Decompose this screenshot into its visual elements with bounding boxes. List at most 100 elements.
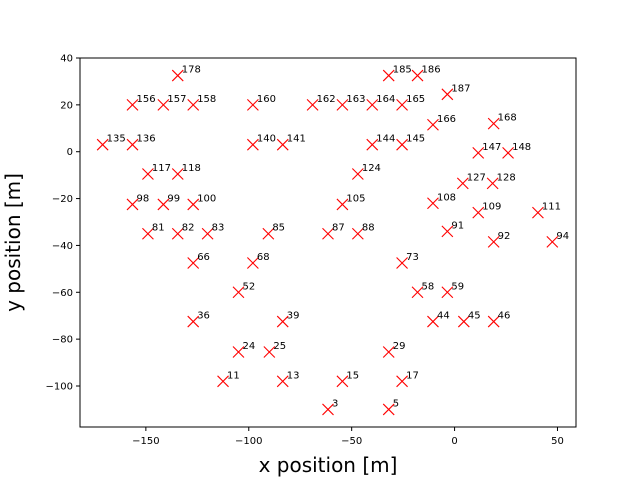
x-marker-stroke xyxy=(246,98,259,111)
x-marker-stroke xyxy=(472,206,485,219)
x-marker-stroke xyxy=(232,286,245,299)
point-label: 68 xyxy=(257,252,270,263)
x-marker-stroke xyxy=(441,225,454,238)
data-point: 166 xyxy=(427,114,456,131)
x-marker-stroke xyxy=(411,69,424,82)
data-point: 164 xyxy=(366,94,395,111)
point-label: 147 xyxy=(482,142,501,153)
data-point: 87 xyxy=(322,223,345,240)
point-label: 87 xyxy=(332,223,345,234)
data-point: 165 xyxy=(396,94,425,111)
x-marker-stroke xyxy=(322,403,334,416)
point-label: 58 xyxy=(422,281,435,292)
x-marker-stroke xyxy=(306,98,319,111)
x-marker-stroke xyxy=(276,315,289,328)
x-marker-stroke xyxy=(187,315,200,328)
data-point: 163 xyxy=(336,94,366,111)
x-marker-stroke xyxy=(232,346,245,358)
x-marker-stroke xyxy=(487,315,500,328)
data-point: 73 xyxy=(396,252,419,269)
x-marker-stroke xyxy=(457,315,470,328)
point-label: 127 xyxy=(467,172,486,183)
x-marker-stroke xyxy=(396,257,408,269)
point-label: 145 xyxy=(406,134,425,145)
data-point: 29 xyxy=(382,341,406,358)
x-marker-stroke xyxy=(382,69,395,82)
point-label: 83 xyxy=(212,223,225,234)
x-marker-stroke xyxy=(351,168,364,180)
x-axis-title: x position [m] xyxy=(259,453,398,477)
x-marker-stroke xyxy=(351,227,364,240)
data-point: 160 xyxy=(246,94,276,111)
x-marker-stroke xyxy=(502,146,514,159)
x-marker-stroke xyxy=(187,257,200,269)
point-label: 45 xyxy=(468,311,481,322)
point-label: 166 xyxy=(437,114,456,125)
point-label: 25 xyxy=(273,341,286,352)
data-point: 168 xyxy=(487,113,517,130)
data-point: 140 xyxy=(246,134,276,151)
data-point: 156 xyxy=(126,94,156,111)
point-label: 3 xyxy=(332,398,338,409)
data-point: 3 xyxy=(322,398,338,416)
x-marker-stroke xyxy=(456,177,469,190)
data-point: 162 xyxy=(306,94,336,111)
point-label: 29 xyxy=(393,341,406,352)
x-marker-stroke xyxy=(366,98,379,111)
x-marker-stroke xyxy=(336,98,349,111)
data-point: 186 xyxy=(411,65,441,82)
point-label: 111 xyxy=(542,202,561,213)
x-marker-stroke xyxy=(487,236,500,248)
data-point: 5 xyxy=(382,398,399,416)
x-marker-stroke xyxy=(427,197,439,210)
data-point: 58 xyxy=(411,281,435,299)
x-marker-stroke xyxy=(322,227,334,240)
y-tick-label: −80 xyxy=(52,335,73,346)
x-marker-stroke xyxy=(276,375,289,388)
x-marker-stroke xyxy=(96,138,109,151)
x-marker-stroke xyxy=(427,118,439,131)
data-point: 135 xyxy=(96,134,126,151)
data-point: 46 xyxy=(487,311,510,328)
data-point: 15 xyxy=(336,370,359,388)
x-marker-stroke xyxy=(396,98,408,111)
x-marker-stroke xyxy=(171,69,184,82)
x-marker-stroke xyxy=(171,168,184,180)
y-tick-label: 0 xyxy=(67,147,73,158)
data-point: 39 xyxy=(276,311,300,328)
x-marker-stroke xyxy=(366,138,379,151)
x-marker-stroke xyxy=(126,138,139,151)
x-tick-label: 0 xyxy=(451,436,457,447)
x-marker-stroke xyxy=(142,168,154,180)
point-label: 39 xyxy=(287,311,300,322)
data-point: 92 xyxy=(487,231,510,248)
x-marker-stroke xyxy=(472,146,485,159)
data-point: 141 xyxy=(276,134,306,151)
data-point: 88 xyxy=(351,223,375,240)
data-point: 127 xyxy=(456,172,486,190)
data-point: 25 xyxy=(263,341,286,358)
point-label: 15 xyxy=(346,370,359,381)
point-label: 109 xyxy=(482,202,501,213)
x-marker-stroke xyxy=(246,257,259,269)
x-marker-stroke xyxy=(396,375,408,388)
data-point: 82 xyxy=(171,223,194,240)
point-label: 168 xyxy=(498,113,517,124)
plot-frame xyxy=(79,57,577,428)
point-label: 98 xyxy=(136,193,149,204)
point-label: 117 xyxy=(152,163,171,174)
y-tick-label: −60 xyxy=(52,288,73,299)
data-point: 187 xyxy=(441,83,470,101)
point-label: 108 xyxy=(437,192,456,203)
x-marker-stroke xyxy=(157,198,170,211)
data-point: 83 xyxy=(201,223,225,240)
data-point: 128 xyxy=(486,172,516,190)
x-marker-stroke xyxy=(142,227,154,240)
data-point: 118 xyxy=(171,163,201,180)
y-tick-label: −100 xyxy=(46,382,73,393)
x-marker-stroke xyxy=(246,138,259,151)
point-label: 164 xyxy=(376,94,395,105)
x-marker-stroke xyxy=(126,198,139,211)
point-label: 13 xyxy=(287,370,300,381)
x-marker-stroke xyxy=(201,227,214,240)
